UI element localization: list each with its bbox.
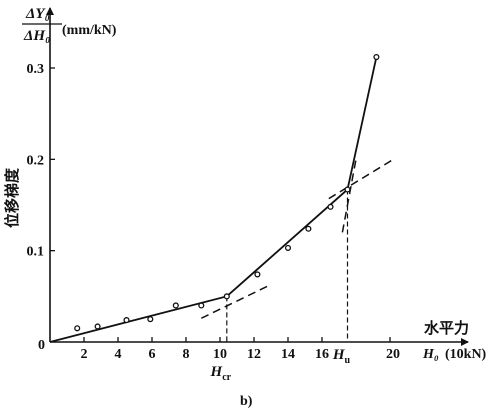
- data-point: [305, 225, 312, 232]
- data-point: [373, 53, 380, 61]
- ticks: 2 4 6 8 10 12 14 16 20 0.1 0.2 0.3 Hcr Hu: [27, 62, 401, 383]
- axes: [46, 7, 469, 346]
- data-point: [74, 325, 81, 332]
- guide-lines: [200, 158, 394, 342]
- y-label-denominator: ΔH₀: [23, 28, 50, 44]
- data-point: [198, 302, 205, 309]
- data-point: [223, 293, 230, 300]
- fit-line: [49, 56, 378, 343]
- tangent-line: [328, 158, 394, 200]
- x-tick-label: 12: [247, 347, 261, 362]
- tangent-line: [341, 159, 357, 233]
- x-label-text: 水平力: [424, 319, 469, 337]
- special-x-label: Hcr: [210, 364, 232, 383]
- x-tick-label: 10: [213, 347, 227, 362]
- x-label-unit: (10kN): [445, 347, 487, 362]
- y-label-text: 位移梯度: [3, 167, 21, 228]
- data-point: [284, 244, 292, 251]
- y-axis-label: ΔY₀ ΔH₀ (mm/kN) 位移梯度: [3, 6, 117, 228]
- tangent-line: [200, 284, 270, 319]
- y-tick-label: 0.2: [27, 153, 45, 168]
- y-tick-label: 0.1: [27, 245, 45, 260]
- origin-label: 0: [38, 338, 45, 353]
- data-point: [147, 316, 154, 323]
- data-point: [94, 323, 101, 330]
- x-tick-label: 4: [115, 347, 122, 362]
- y-tick-label: 0.3: [27, 62, 45, 77]
- fit-polyline: [49, 56, 378, 343]
- figure-caption: b): [240, 394, 253, 409]
- x-label-symbol: H₀: [422, 347, 439, 362]
- y-label-numerator: ΔY₀: [25, 6, 50, 22]
- data-point: [172, 302, 179, 309]
- x-tick-label: 2: [81, 347, 88, 362]
- special-x-label: Hu: [332, 347, 351, 366]
- y-label-unit: (mm/kN): [62, 23, 117, 38]
- data-point: [123, 317, 130, 324]
- data-points: [74, 53, 380, 332]
- x-tick-label: 6: [149, 347, 156, 362]
- x-axis-label: 水平力 H₀ (10kN): [422, 319, 487, 362]
- x-tick-label: 20: [386, 347, 400, 362]
- x-tick-label: 14: [281, 347, 295, 362]
- x-tick-label: 16: [315, 347, 329, 362]
- x-tick-label: 8: [183, 347, 190, 362]
- data-point: [327, 203, 334, 210]
- data-point: [254, 271, 261, 278]
- data-point: [344, 186, 351, 193]
